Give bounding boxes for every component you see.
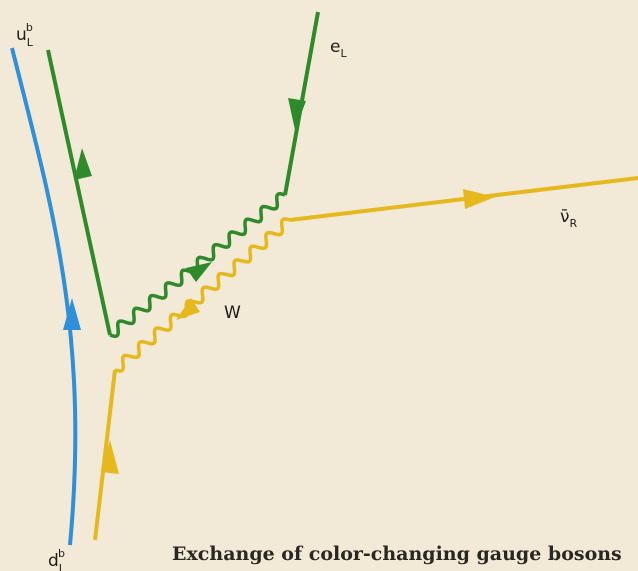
label-sub: L xyxy=(27,36,34,49)
wavy-line xyxy=(109,192,286,338)
antineutrino-label: ν̄R xyxy=(560,207,578,230)
arrow xyxy=(101,440,119,474)
label-base: ν̄ xyxy=(560,207,570,227)
label-sup: b xyxy=(58,547,65,560)
label-sup: b xyxy=(26,21,33,34)
wavy-line xyxy=(114,217,291,373)
arrow xyxy=(74,148,92,180)
w-boson-lines xyxy=(109,192,291,373)
arrow xyxy=(186,262,212,282)
electron-label: eL xyxy=(330,37,347,60)
label-sub: L xyxy=(340,47,347,60)
caption: Exchange of color-changing gauge bosons xyxy=(172,543,622,565)
u-quark-label: uLb xyxy=(16,21,34,49)
d-quark-label: dLb xyxy=(48,547,66,571)
d-quark-line xyxy=(93,369,117,541)
arrow xyxy=(288,98,306,130)
label-base: u xyxy=(16,25,27,45)
arrow xyxy=(63,298,81,330)
u-quark-line xyxy=(46,49,112,336)
label-sub: L xyxy=(59,562,66,571)
label-sub: R xyxy=(570,217,578,230)
arrow xyxy=(463,189,495,209)
boson-label: W xyxy=(224,303,241,323)
d-u-quark-line xyxy=(10,47,78,546)
label-base: d xyxy=(48,551,59,571)
label-base: e xyxy=(330,37,340,57)
arrow xyxy=(176,298,200,320)
